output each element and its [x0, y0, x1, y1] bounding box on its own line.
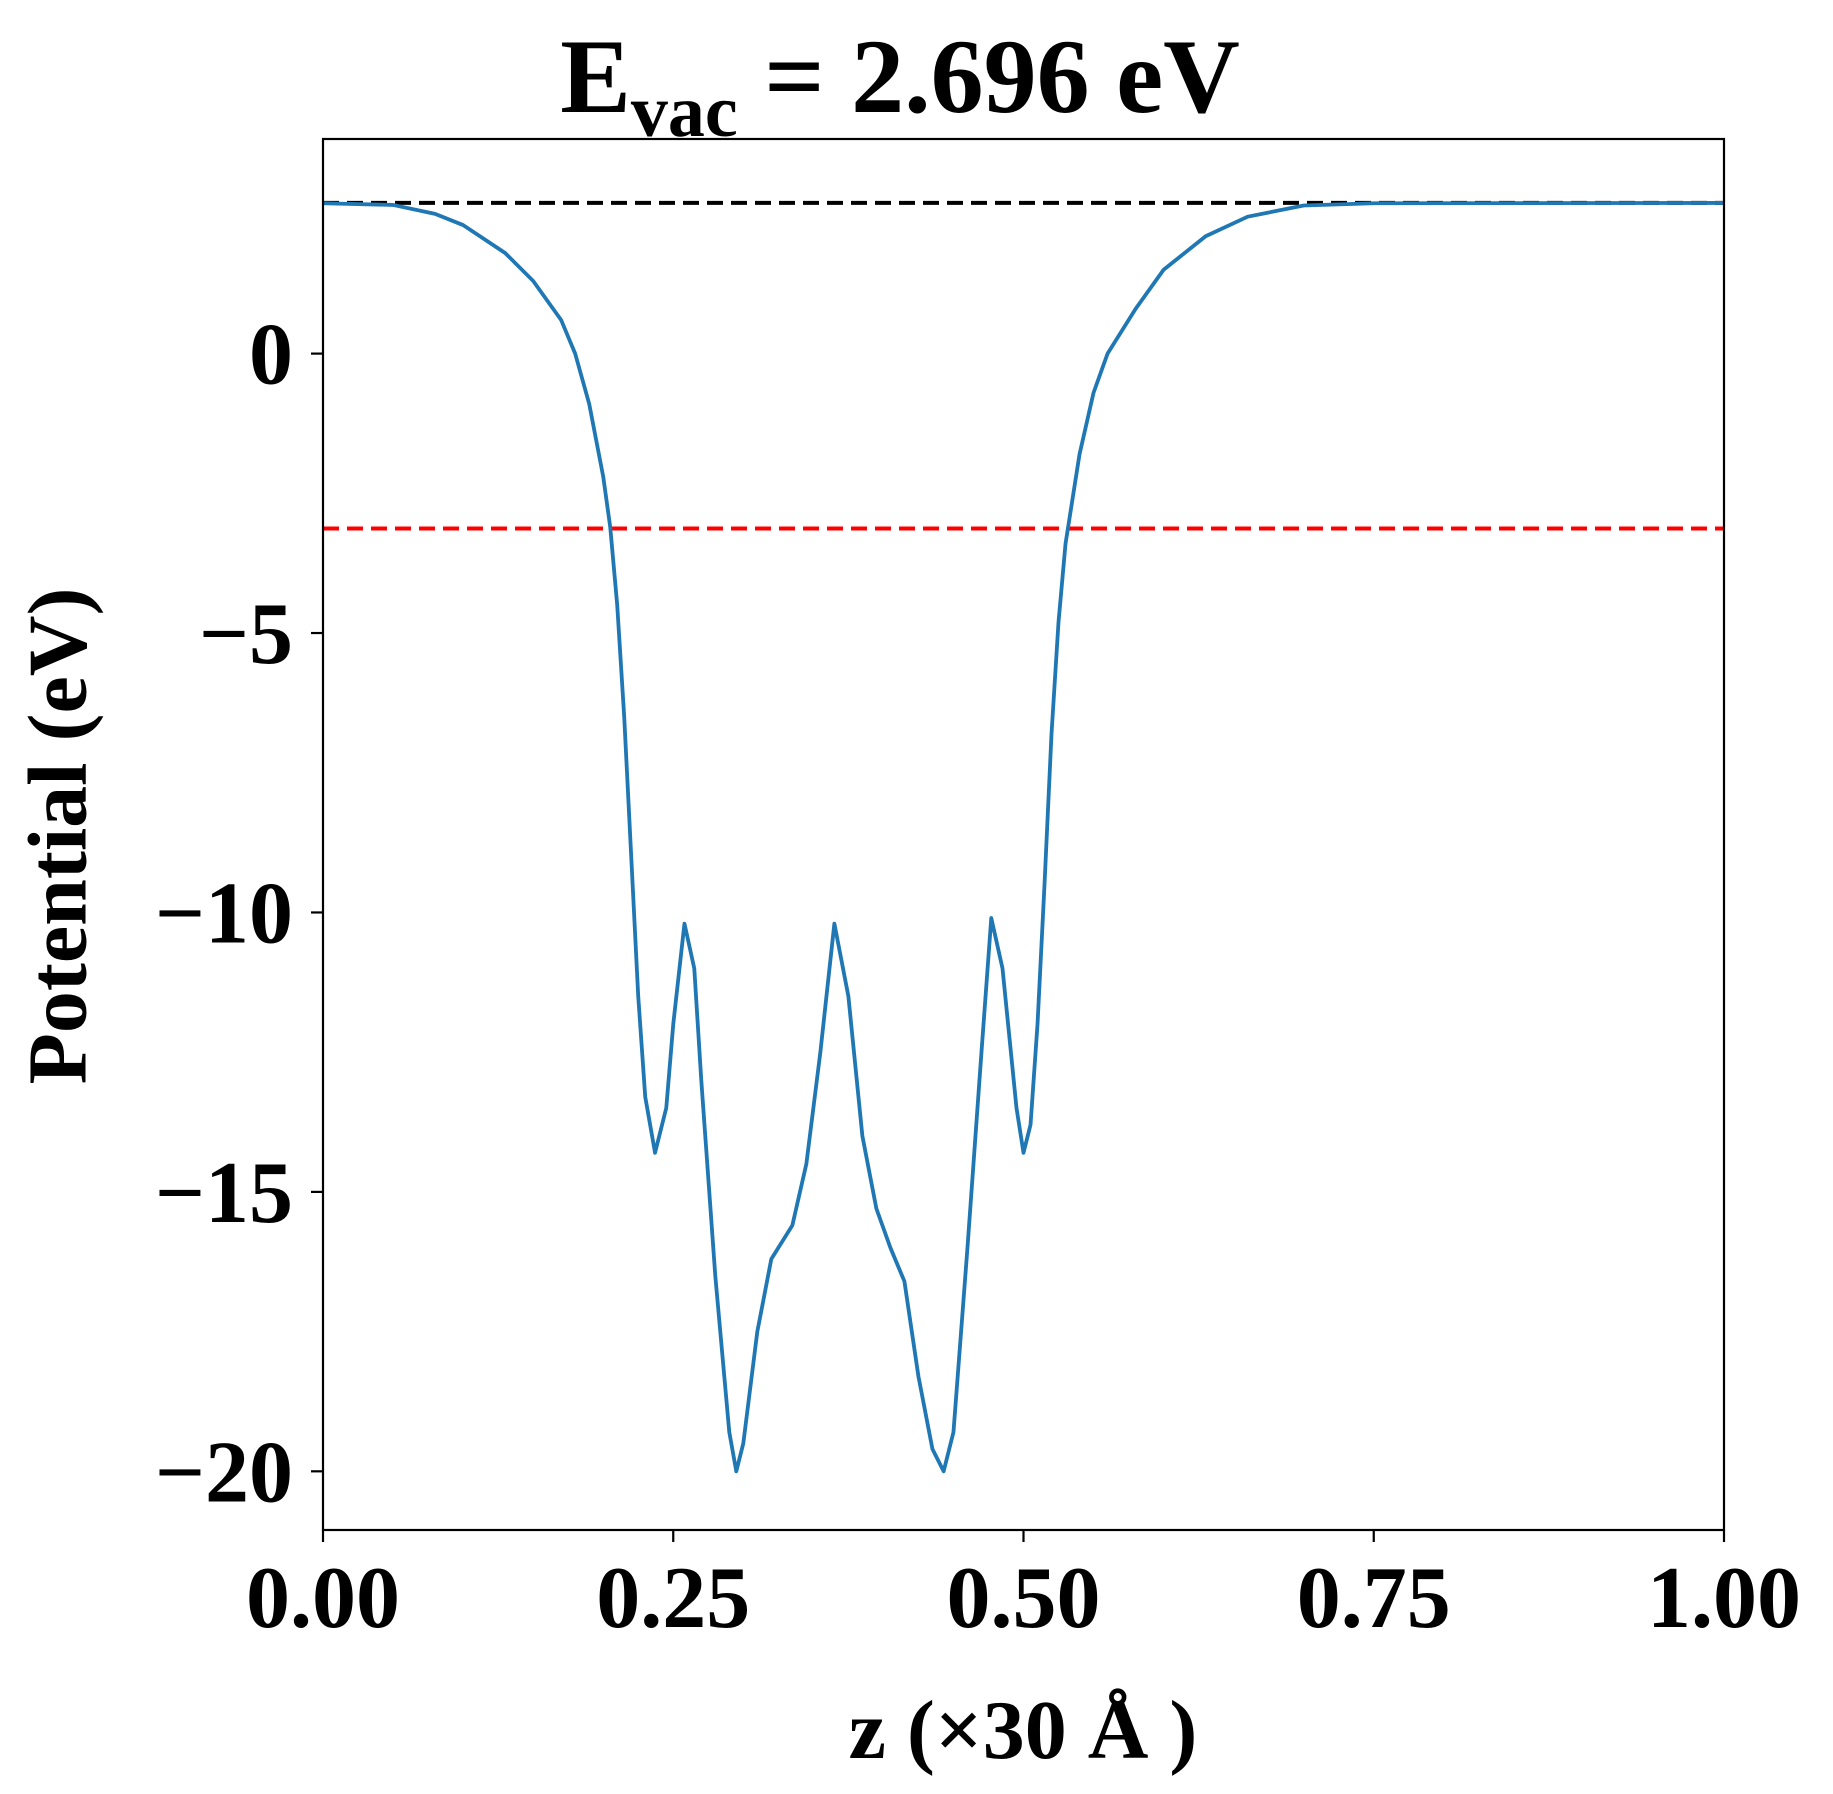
title-subscript: vac	[631, 71, 738, 153]
y-axis-label: Potential (eV)	[11, 588, 104, 1085]
x-tick-label: 0.75	[1297, 1550, 1451, 1647]
title-main: E	[560, 18, 631, 135]
x-tick-label: 0.50	[947, 1550, 1101, 1647]
y-tick-label: 0	[249, 307, 293, 404]
x-axis-label: z (×30 Å )	[849, 1684, 1198, 1777]
chart-title: Evac = 2.696 eV	[560, 18, 1240, 153]
plot-frame	[321, 137, 1726, 1532]
title-rest: = 2.696 eV	[738, 18, 1240, 135]
x-tick-label: 1.00	[1647, 1550, 1801, 1647]
y-tick-label: −20	[155, 1424, 293, 1521]
y-tick-label: −10	[155, 865, 293, 962]
x-tick-label: 0.25	[596, 1550, 750, 1647]
data-line	[322, 201, 1725, 1474]
x-tick-label: 0.00	[246, 1550, 400, 1647]
y-tick-label: −15	[155, 1145, 293, 1242]
y-tick-label: −5	[199, 586, 293, 683]
